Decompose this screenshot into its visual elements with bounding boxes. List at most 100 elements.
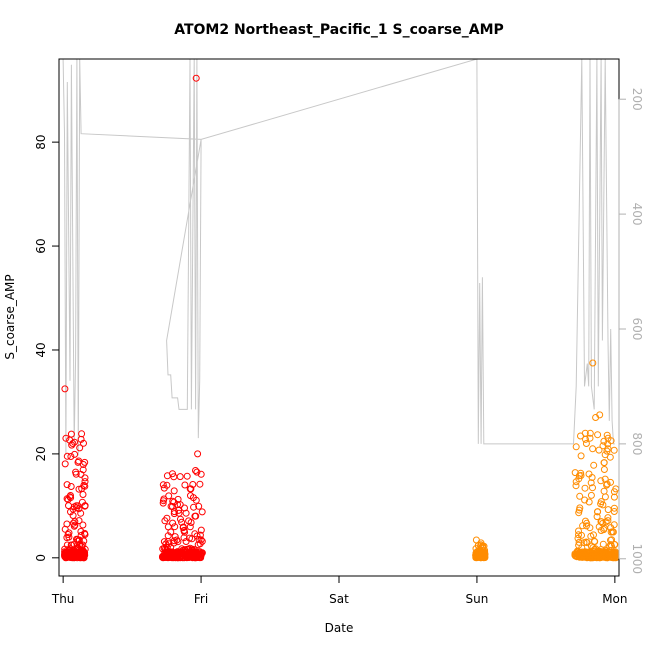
data-point [597,527,605,534]
data-point [602,518,610,526]
x-axis-label: Date [325,621,354,635]
data-point [69,440,77,447]
data-point [81,482,89,490]
data-point [67,508,74,516]
data-point [581,496,589,504]
data-point [75,485,83,493]
data-point [589,359,597,367]
data-point [159,481,167,489]
data-point [578,553,586,561]
data-point [196,531,204,539]
scatter-points-layer [61,74,620,562]
data-point [172,553,180,561]
data-point [174,495,182,503]
data-point [160,484,168,492]
data-point [604,506,612,514]
data-point [61,525,69,533]
data-point [181,504,188,512]
data-point [588,474,596,481]
data-point [586,434,594,442]
data-point [186,550,194,558]
data-point [600,459,608,467]
data-point [186,534,193,542]
data-point [587,491,595,499]
data-point [587,479,595,487]
data-point [71,551,79,558]
data-point [576,492,584,500]
data-point [589,445,597,453]
depth-track-line [62,58,615,456]
data-point [69,519,77,527]
data-point [164,538,172,545]
data-point [594,508,601,516]
data-point [586,429,594,437]
data-point [577,452,585,460]
data-point [73,535,80,543]
data-point [599,442,607,450]
data-point [610,446,618,454]
data-point [80,481,88,489]
data-point [170,473,178,481]
data-point [607,528,615,536]
data-point [197,470,205,478]
data-point [192,467,199,474]
series-2 [472,359,620,562]
right-tick-label: 200 [630,88,644,111]
data-point [67,430,75,438]
data-point [174,553,182,561]
data-point [81,474,89,482]
data-point [80,439,87,447]
data-point [67,483,75,490]
data-point [159,499,167,507]
data-point [81,502,89,510]
right-tick-label: 1000 [630,543,644,574]
data-point [601,451,609,459]
data-point [171,523,179,531]
data-point [175,509,183,517]
data-point [610,504,618,512]
data-point [194,450,202,458]
data-point [197,536,205,544]
data-point [71,518,79,526]
data-point [66,493,74,501]
right-tick-label: 400 [630,203,644,226]
data-point [611,551,619,559]
data-point [65,529,73,537]
data-point [163,548,171,556]
data-point [163,514,171,522]
data-point [473,554,481,562]
data-point [192,496,200,504]
data-point [187,492,194,500]
data-point [67,453,75,460]
data-point [181,481,189,489]
data-point [61,460,69,468]
data-point [575,538,583,546]
data-point [472,536,480,544]
y-tick-label: 20 [34,446,48,461]
data-point [63,553,71,561]
data-point [63,481,71,489]
data-point [181,528,189,536]
data-point [79,521,87,529]
data-point [600,487,608,495]
data-point [79,466,87,474]
data-point [169,519,177,527]
y-tick-label: 40 [34,342,48,357]
data-point [71,521,79,529]
data-point [583,539,591,547]
data-point [591,548,599,556]
data-point [191,512,199,520]
data-point [196,480,204,488]
data-point [68,441,76,449]
data-point [594,431,602,439]
data-point [75,536,83,544]
axes-layer: Thu Fri Sat Sun Mon 0 20 40 60 80 200 400 600 800 1000 [34,88,644,606]
data-point [193,551,201,559]
data-point [163,472,171,480]
data-point [585,498,593,506]
data-point [609,528,617,536]
data-point [198,508,206,516]
x-tick-label: Thu [51,592,75,606]
data-point [62,434,70,442]
data-point [575,475,583,483]
